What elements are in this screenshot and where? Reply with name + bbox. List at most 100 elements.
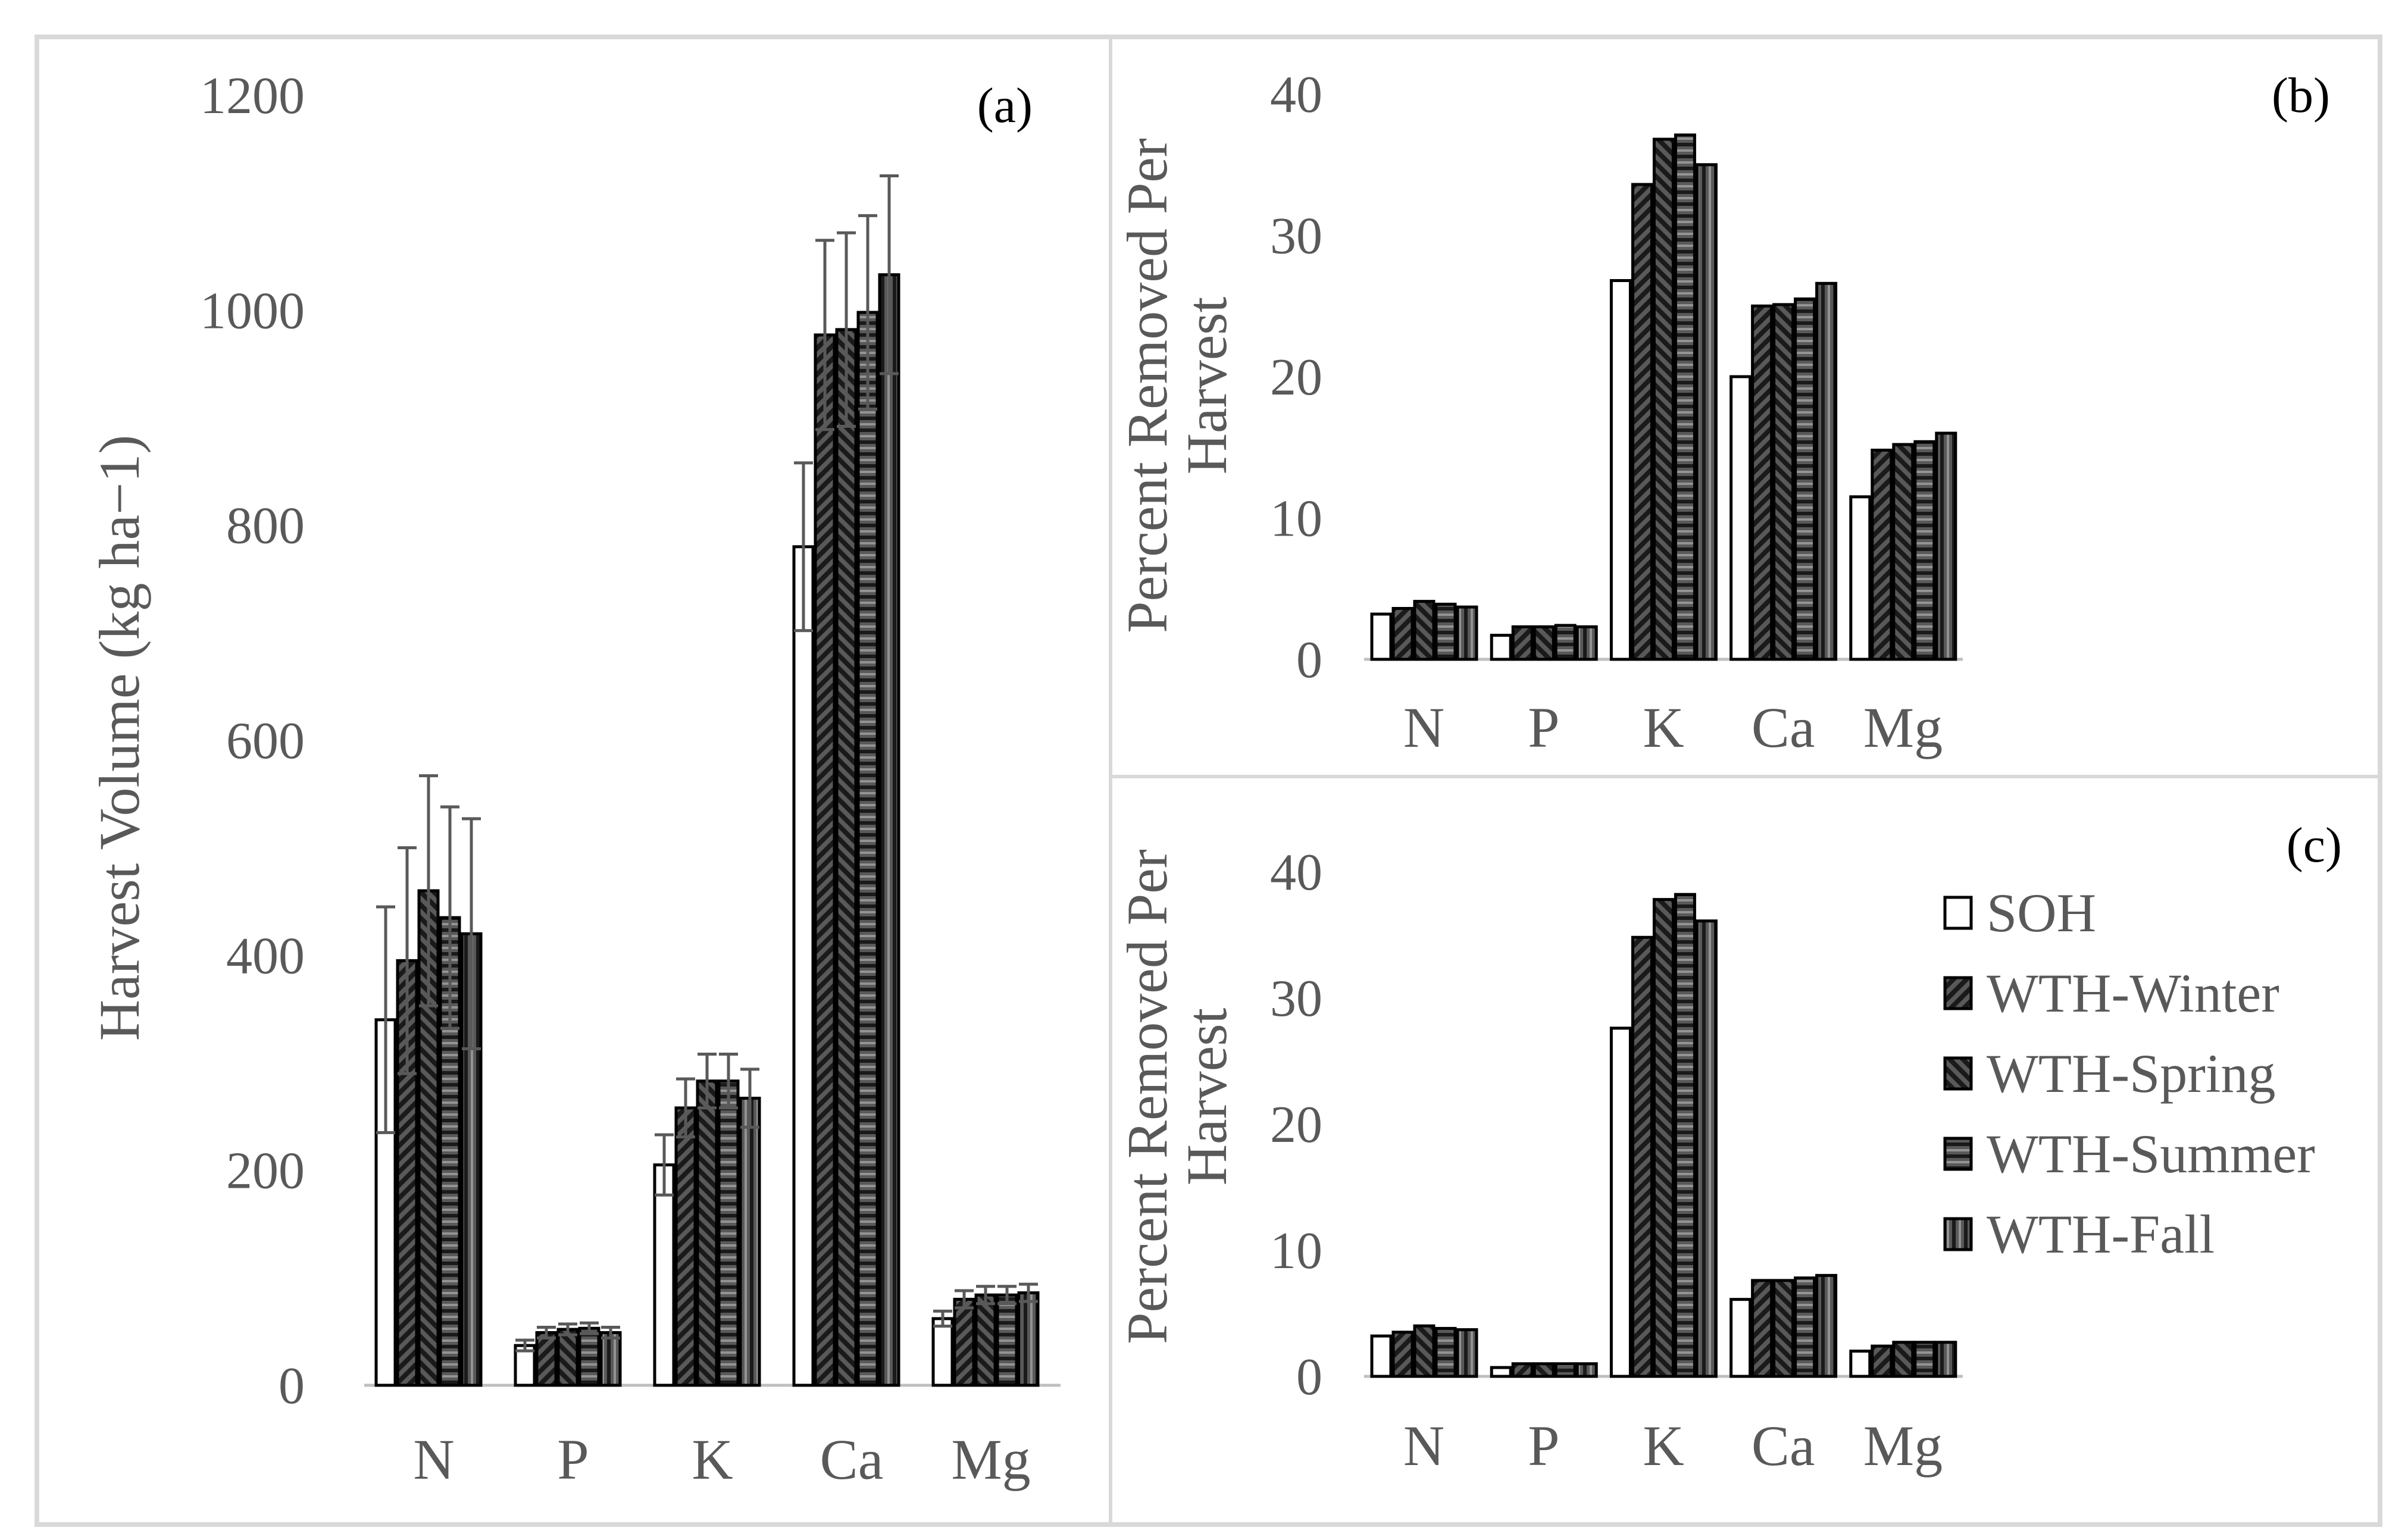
y-tick-label: 0 (279, 1357, 305, 1415)
bar-soh-mg (1849, 1350, 1872, 1378)
bar-wth-fall-p (1575, 625, 1598, 661)
bar-wth-summer-ca (1794, 297, 1816, 661)
y-tick-label: 600 (226, 712, 305, 770)
bar-wth-fall-p (1575, 1362, 1598, 1378)
x-tick-label-p: P (1528, 696, 1559, 759)
error-bar-wth-fall-n (462, 817, 481, 1051)
bar-wth-winter-ca (1751, 1279, 1774, 1378)
bar-wth-fall-ca (878, 273, 900, 1387)
bar-soh-p (1490, 634, 1512, 661)
bar-wth-winter-k (1631, 183, 1653, 661)
error-bar-wth-spring-ca (837, 231, 856, 428)
error-bar-soh-mg (933, 1309, 952, 1328)
panel-label: (c) (2287, 818, 2342, 873)
bar-wth-fall-mg (1935, 1341, 1957, 1378)
x-tick-label-n: N (413, 1428, 454, 1491)
bar-wth-spring-mg (1892, 1341, 1915, 1378)
bar-soh-k (1609, 279, 1632, 661)
panel-label: (b) (2272, 68, 2330, 123)
bar-wth-spring-k (1652, 137, 1675, 661)
bar-wth-summer-p (578, 1326, 601, 1387)
bar-soh-mg (931, 1317, 954, 1387)
bar-wth-spring-ca (1772, 1279, 1795, 1378)
error-bar-wth-fall-p (601, 1325, 620, 1340)
bar-wth-summer-p (1554, 624, 1577, 661)
y-tick-label: 40 (1270, 844, 1322, 902)
x-tick-label-k: K (1643, 1414, 1684, 1478)
legend-label-wth-fall: WTH-Fall (1987, 1204, 2215, 1264)
y-tick-label: 30 (1270, 208, 1322, 265)
bar-wth-spring-ca (1772, 303, 1795, 661)
error-bar-wth-fall-k (740, 1068, 759, 1129)
bar-wth-spring-k (696, 1079, 718, 1387)
error-bar-wth-fall-ca (880, 174, 899, 375)
bar-wth-fall-mg (1935, 431, 1957, 661)
error-bar-wth-summer-k (719, 1053, 738, 1110)
error-bar-wth-winter-k (676, 1077, 695, 1139)
bar-wth-summer-p (1554, 1362, 1577, 1378)
bar-wth-winter-ca (1751, 304, 1774, 661)
bar-wth-winter-n (1391, 1331, 1414, 1378)
bar-wth-fall-ca (1815, 1273, 1838, 1378)
panel-a-harvest-volume-chart: 0 200 400 600 800 1000 1200 N P K Ca Mg Harvest Volu… (87, 67, 1061, 1491)
legend-label-soh: SOH (1987, 882, 2096, 943)
bar-wth-fall-k (739, 1097, 761, 1387)
bar-wth-spring-p (1533, 625, 1555, 661)
bar-wth-fall-p (599, 1331, 622, 1387)
x-tick-label-p: P (1528, 1414, 1559, 1478)
legend-label-wth-spring: WTH-Spring (1987, 1043, 2275, 1104)
bar-soh-k (653, 1163, 675, 1387)
error-bar-wth-winter-n (398, 846, 417, 1075)
error-bar-wth-winter-mg (955, 1289, 974, 1310)
legend-label-wth-winter: WTH-Winter (1987, 963, 2279, 1023)
bar-wth-spring-n (1413, 600, 1436, 661)
bar-wth-fall-ca (1815, 281, 1838, 661)
bar-wth-fall-k (1695, 163, 1718, 661)
bar-wth-spring-k (1652, 898, 1675, 1378)
error-bar-wth-summer-p (580, 1321, 599, 1335)
x-tick-label-mg: Mg (1863, 696, 1943, 759)
legend-entry-soh: SOH (1943, 882, 2096, 943)
error-bar-soh-p (515, 1338, 534, 1353)
bar-wth-summer-mg (996, 1293, 1018, 1387)
y-tick-label: 10 (1270, 1222, 1322, 1280)
bar-soh-mg (1849, 495, 1872, 661)
error-bar-wth-summer-n (440, 805, 459, 1030)
outer-frame (35, 35, 2382, 1527)
bar-wth-summer-ca (1794, 1276, 1816, 1378)
legend-swatch-wth-spring (1943, 1056, 1973, 1091)
panel-c-percent-removed-chart: 0 10 20 30 40 N P K Ca Mg Percent Removed PerHarve… (1115, 818, 2342, 1478)
bar-wth-spring-n (1413, 1324, 1436, 1378)
error-bar-soh-k (655, 1133, 674, 1197)
y-axis-title: Harvest Volume (kg ha−1) (87, 435, 151, 1041)
legend-entry-wth-fall: WTH-Fall (1943, 1204, 2215, 1264)
error-bar-wth-spring-k (698, 1053, 717, 1110)
bar-wth-winter-mg (953, 1297, 975, 1387)
y-tick-label: 40 (1270, 66, 1322, 124)
bar-wth-spring-p (556, 1328, 579, 1387)
error-bar-wth-spring-mg (976, 1285, 995, 1306)
legend-swatch-wth-summer (1943, 1137, 1973, 1171)
bar-wth-spring-p (1533, 1362, 1555, 1378)
y-tick-label: 1200 (200, 67, 305, 125)
error-bar-wth-summer-mg (997, 1285, 1017, 1306)
bar-wth-winter-mg (1871, 449, 1893, 661)
y-tick-label: 1000 (200, 282, 305, 340)
bar-wth-spring-mg (1892, 443, 1915, 661)
bar-wth-winter-p (1511, 625, 1534, 661)
bar-wth-spring-ca (835, 328, 858, 1387)
error-bar-soh-n (376, 905, 395, 1134)
bar-wth-fall-mg (1017, 1291, 1040, 1387)
error-bar-wth-winter-ca (815, 239, 834, 431)
error-bar-wth-fall-mg (1019, 1282, 1038, 1303)
bar-wth-summer-n (439, 916, 461, 1387)
legend: SOH WTH-Winter WTH-Spring WTH-Summer WTH… (1943, 882, 2315, 1264)
legend-entry-wth-summer: WTH-Summer (1943, 1123, 2315, 1184)
bar-soh-ca (1730, 1298, 1752, 1378)
error-bar-wth-spring-p (558, 1322, 577, 1336)
y-tick-label: 30 (1270, 970, 1322, 1028)
error-bar-wth-summer-ca (858, 214, 877, 411)
legend-swatch-wth-fall (1943, 1217, 1973, 1251)
bar-wth-summer-ca (856, 311, 879, 1387)
